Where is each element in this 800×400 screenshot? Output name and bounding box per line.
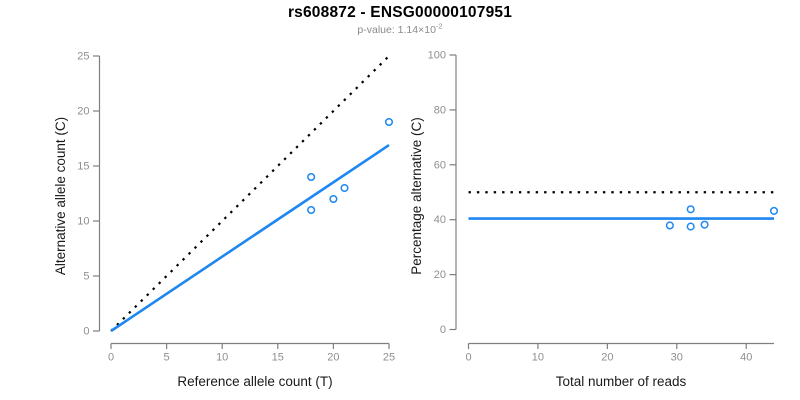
percentage-panel-x-tick-label: 30 [671,352,683,364]
percentage-panel-data-point [686,205,695,214]
pvalue-exponent: -2 [435,21,443,31]
allele-counts-panel-x-tick-label: 0 [108,352,114,364]
percentage-panel-y-tick-label: 60 [434,159,446,171]
percentage-panel-y-axis-title: Percentage alternative (C) [409,117,424,275]
percentage-panel-x-axis-title: Total number of reads [556,374,687,389]
fitted-ratio-line [110,144,390,333]
percentage-panel-data-point [665,221,674,230]
allele-counts-panel-y-tick-label: 15 [77,161,89,173]
percentage-panel-x-tick-label: 40 [740,352,752,364]
percentage-panel-y-tick-label: 40 [434,214,446,226]
percentage-panel-y-tick-label: 20 [434,269,446,281]
percentage-panel-y-tick-label: 100 [428,50,446,62]
percentage-panel-x-tick-label: 20 [601,352,613,364]
allele-counts-panel-data-point [384,117,394,127]
allele-counts-panel-y-tick-label: 0 [83,326,89,338]
allele-counts-panel-y-tick-label: 5 [83,271,89,283]
allele-counts-panel-x-tick-label: 5 [164,352,170,364]
allele-counts-panel-y-tick-label: 20 [77,106,89,118]
percentage-panel-x-tick-label: 10 [532,352,544,364]
percentage-panel-y-tick-label: 80 [434,104,446,116]
percentage-panel-data-point [700,220,709,229]
allele-counts-panel-x-axis-title: Reference allele count (T) [177,374,332,389]
allele-counts-panel-y-tick-label: 25 [77,51,89,63]
allele-counts-panel-data-point [340,183,349,193]
allele-counts-panel-y-axis-title: Alternative allele count (C) [53,117,68,275]
allele-counts-panel-x-tick-label: 15 [272,352,284,364]
allele-counts-panel-y-tick-label: 10 [77,216,89,228]
figure-title: rs608872 - ENSG00000107951 [287,4,513,21]
percentage-panel-data-point [686,222,695,231]
allele-counts-panel-x-tick-label: 20 [327,352,339,364]
allele-counts-panel-x-tick-label: 10 [216,352,228,364]
identity-line [110,55,390,332]
allele-counts-panel-x-tick-label: 25 [383,352,395,364]
allele-counts-panel-data-point [307,205,316,215]
percentage-panel-y-tick-label: 0 [440,324,446,336]
allele-counts-panel-data-point [329,194,338,204]
allele-counts-panel-data-point [307,172,316,182]
pvalue-text: p-value: 1.14×10 [357,24,436,36]
percentage-panel-x-tick-label: 0 [465,352,471,364]
percentage-panel-data-point [769,206,779,215]
figure-subtitle: p-value: 1.14×10-2 [0,21,800,36]
